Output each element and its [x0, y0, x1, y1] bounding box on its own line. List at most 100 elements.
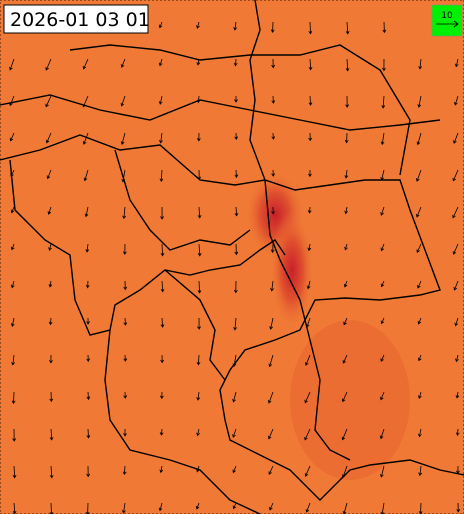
wind-arrow	[49, 465, 54, 479]
wind-arrow	[11, 354, 15, 366]
wind-arrow	[307, 206, 312, 214]
wind-arrow	[234, 169, 239, 179]
border	[69, 44, 411, 176]
wind-arrow	[158, 95, 163, 105]
wind-arrow	[234, 206, 239, 217]
wind-arrow	[196, 95, 201, 104]
wind-arrow	[47, 206, 52, 215]
wind-arrow	[304, 465, 311, 477]
border	[114, 149, 251, 251]
wind-arrow	[232, 391, 237, 403]
wind-arrow	[232, 428, 237, 438]
wind-arrow	[121, 169, 126, 183]
wind-arrow	[120, 95, 126, 107]
wind-arrow	[270, 280, 274, 292]
wind-arrow	[197, 280, 202, 294]
wind-arrow	[234, 96, 238, 103]
wind-arrow	[197, 206, 202, 219]
wind-arrow	[342, 354, 348, 364]
wind-arrow	[233, 317, 238, 331]
wind-arrow	[271, 95, 276, 104]
wind-arrow	[382, 58, 386, 72]
wind-arrow	[418, 465, 423, 477]
wind-arrow	[9, 95, 15, 107]
wind-arrow	[123, 429, 127, 437]
wind-arrow	[160, 243, 165, 257]
wind-arrow	[270, 243, 275, 254]
wind-arrow	[197, 169, 202, 181]
border	[249, 0, 351, 461]
wind-arrow	[195, 502, 200, 510]
wind-arrow	[232, 354, 237, 368]
wind-arrow	[122, 243, 127, 255]
wind-arrow	[268, 465, 274, 476]
wind-arrow	[85, 243, 90, 253]
wind-arrow	[122, 465, 127, 476]
wind-arrow	[9, 58, 15, 71]
wind-arrow	[271, 169, 276, 177]
legend-label: 10	[441, 11, 453, 21]
wind-arrow	[48, 280, 53, 288]
wind-arrow	[268, 428, 274, 440]
wind-arrow	[120, 58, 126, 68]
wind-arrow	[120, 132, 126, 145]
legend-box	[431, 4, 463, 37]
wind-arrow	[86, 317, 90, 325]
wind-arrow	[49, 354, 53, 364]
wind-arrow	[304, 428, 311, 441]
wind-arrow	[86, 354, 91, 363]
wind-arrow	[416, 132, 422, 146]
legend-arrow	[436, 20, 459, 28]
wind-arrow	[380, 206, 385, 216]
wind-arrow	[196, 465, 200, 473]
wind-arrow	[159, 465, 164, 474]
wind-arrow	[344, 243, 348, 251]
wind-arrow	[10, 317, 15, 327]
border	[164, 269, 226, 381]
wind-arrow	[158, 58, 163, 67]
wind-arrow	[159, 132, 163, 144]
wind-arrow	[308, 169, 312, 178]
wind-arrow	[82, 95, 89, 108]
wind-arrow	[308, 21, 313, 35]
wind-arrow	[197, 243, 202, 257]
wind-arrow	[10, 243, 15, 251]
wind-arrow	[343, 280, 348, 288]
wind-arrow	[196, 132, 201, 142]
wind-arrow	[452, 243, 459, 255]
wind-arrow	[380, 243, 385, 252]
wind-arrow	[82, 58, 89, 70]
wind-arrow	[233, 280, 238, 294]
wind-arrow	[268, 354, 274, 368]
wind-arrow	[308, 132, 313, 142]
wind-arrow	[344, 169, 349, 179]
wind-arrow	[416, 206, 422, 218]
wind-arrow	[12, 465, 17, 479]
wind-arrow	[46, 169, 52, 180]
wind-arrow	[379, 428, 385, 440]
wind-arrow	[271, 206, 275, 215]
wind-arrow	[158, 21, 163, 29]
wind-arrow	[49, 391, 54, 403]
wind-arrow	[234, 243, 239, 256]
wind-arrow	[454, 95, 459, 106]
wind-arrow	[455, 391, 460, 399]
wind-arrow	[123, 354, 128, 362]
wind-arrow	[10, 169, 15, 178]
wind-arrow	[271, 132, 276, 140]
wind-arrow	[454, 317, 459, 327]
wind-arrow	[232, 502, 237, 510]
wind-arrow	[48, 243, 52, 251]
wind-arrow	[455, 428, 460, 436]
wind-arrow	[380, 169, 385, 181]
wind-arrow	[416, 169, 422, 182]
wind-arrow	[9, 132, 15, 142]
wind-arrow	[308, 58, 313, 71]
wind-arrow	[269, 502, 274, 511]
wind-arrow	[84, 206, 89, 218]
wind-arrow	[86, 428, 91, 439]
wind-arrow	[234, 132, 239, 140]
wind-arrow	[159, 391, 164, 400]
wind-arrow	[160, 317, 165, 328]
